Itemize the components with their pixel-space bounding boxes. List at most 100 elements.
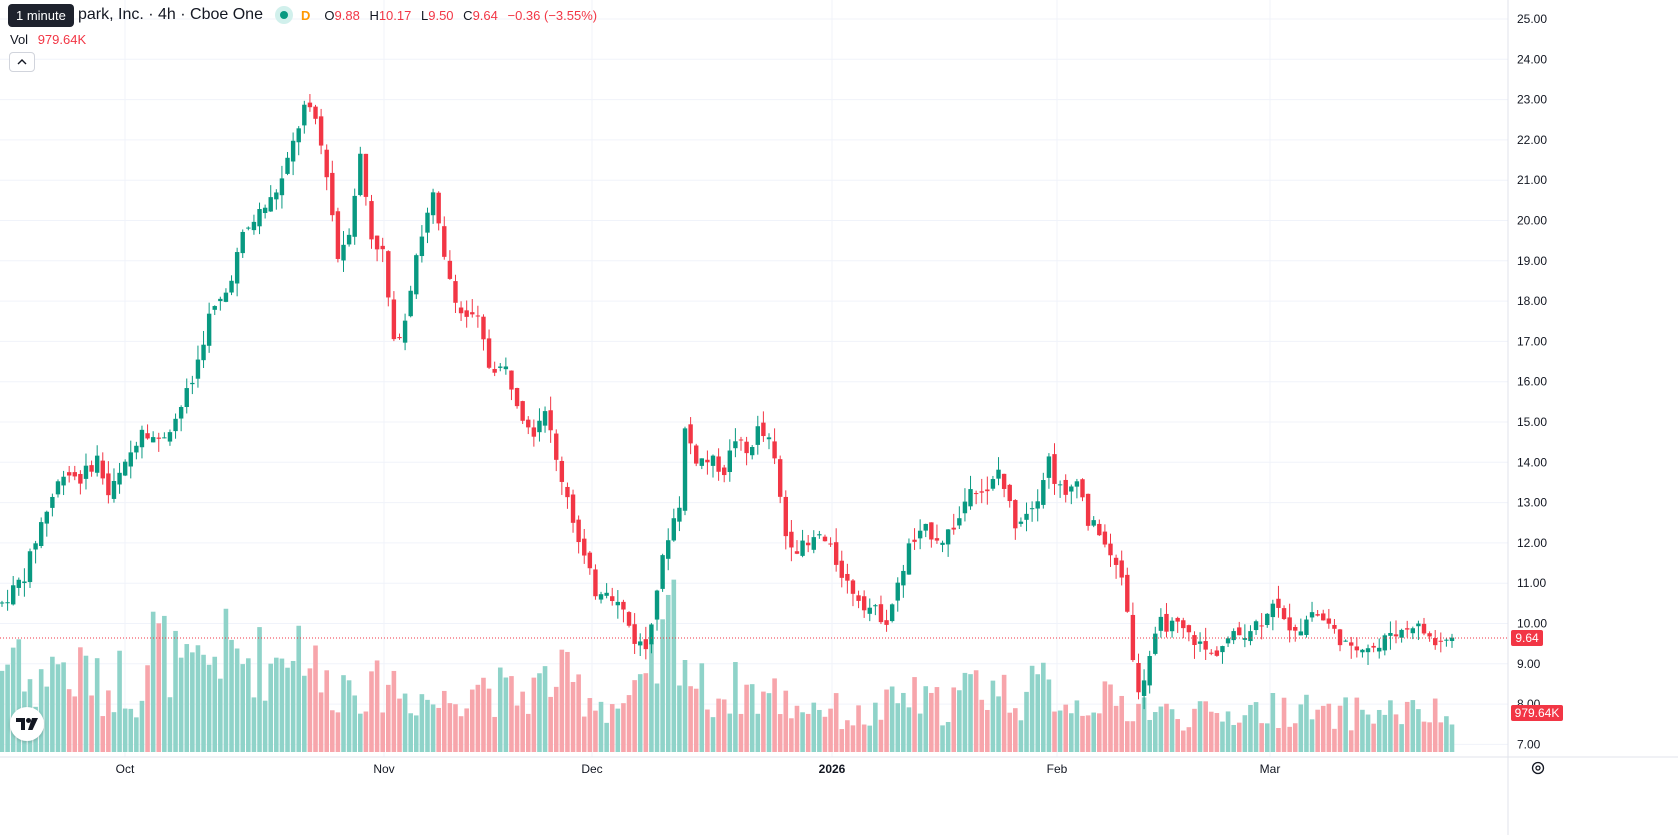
volume-bar [1203, 701, 1208, 752]
candle-body [10, 585, 16, 605]
volume-bar [1404, 701, 1410, 752]
volume-bar [856, 705, 861, 752]
candle-body [346, 234, 352, 245]
candle-body [1164, 613, 1169, 632]
candle-body [1063, 479, 1068, 495]
volume-bar [727, 713, 733, 752]
candle-body [1153, 633, 1158, 654]
data-badge[interactable]: D [300, 7, 311, 23]
candle-body [262, 207, 268, 214]
volume-bar [688, 686, 693, 752]
candle-body [822, 536, 828, 542]
candle-body [1382, 635, 1388, 651]
y-tick-label: 23.00 [1517, 93, 1547, 107]
volume-bar [1029, 665, 1035, 752]
volume-bar [940, 725, 945, 752]
volume-bar [285, 667, 290, 752]
volume-bar [1147, 719, 1152, 752]
candle-body [1007, 484, 1012, 502]
y-tick-label: 16.00 [1517, 375, 1547, 389]
change-value: −0.36 (−3.55%) [507, 7, 598, 23]
volume-bar [156, 623, 162, 752]
volume-bar [1393, 714, 1399, 752]
volume-bar [436, 707, 441, 752]
candle-body [1018, 521, 1024, 524]
x-tick-label: Dec [581, 762, 602, 776]
candle-body [386, 251, 391, 298]
candle-body [901, 570, 906, 586]
symbol-title[interactable]: park, Inc. · 4h · Cboe One [78, 6, 263, 23]
candle-body [106, 473, 111, 496]
volume-bar [822, 716, 828, 752]
y-tick-label: 9.00 [1517, 657, 1541, 671]
candle-body [761, 422, 766, 437]
candle-body [1281, 608, 1287, 620]
volume-bar [1035, 674, 1041, 752]
x-tick-label: Nov [373, 762, 394, 776]
volume-bar [100, 716, 106, 752]
volume-bar [318, 692, 324, 752]
volume-bar [38, 669, 44, 752]
candle-body [1270, 603, 1276, 618]
volume-bar [716, 698, 721, 752]
volume-bar [884, 689, 889, 752]
candle-body [615, 601, 621, 606]
volume-bar [1013, 708, 1018, 752]
candle-body [1119, 560, 1124, 578]
y-tick-label: 19.00 [1517, 254, 1547, 268]
volume-bar [352, 695, 358, 752]
volume-bar [1444, 716, 1449, 752]
volume-bar [1259, 723, 1264, 752]
candle-body [565, 486, 570, 498]
market-status-icon[interactable] [274, 6, 293, 24]
volume-bar [1180, 730, 1186, 752]
candle-body [878, 604, 884, 623]
volume-bar [346, 680, 352, 752]
open-label: O [324, 7, 335, 23]
candle-body [945, 529, 951, 545]
volume-bar [234, 648, 240, 752]
volume-bar [83, 655, 89, 752]
volume-bar [1399, 724, 1404, 752]
candle-body [458, 307, 464, 314]
volume-bar [598, 701, 604, 752]
volume-bar [772, 678, 777, 752]
candle-body [335, 211, 341, 259]
candle-body [470, 312, 475, 315]
volume-bar [649, 643, 654, 752]
volume-bar [307, 668, 313, 752]
volume-bar [783, 690, 789, 752]
low-value: 9.50 [428, 7, 454, 23]
volume-bar [867, 725, 873, 752]
volume-bar [1046, 679, 1052, 752]
candle-body [710, 455, 716, 466]
volume-bar [671, 579, 677, 752]
candle-body [1209, 652, 1214, 654]
volume-bar [721, 699, 727, 752]
tradingview-logo-icon[interactable] [10, 707, 44, 741]
volume-bar [1421, 721, 1427, 752]
close-value: 9.64 [472, 7, 498, 23]
volume-bar [1214, 713, 1220, 752]
candle-body [839, 560, 844, 578]
volume-bar [1365, 714, 1371, 752]
volume-bar [665, 594, 671, 752]
candle-body [1013, 500, 1018, 529]
candle-body [593, 569, 598, 597]
volume-bar [486, 688, 492, 752]
volume-bar [313, 645, 318, 752]
x-tick-label: 2026 [819, 762, 846, 776]
gear-icon[interactable] [1530, 760, 1546, 776]
candle-body [1393, 634, 1399, 637]
collapse-legend-button[interactable] [9, 52, 35, 72]
candle-body [1427, 633, 1432, 637]
volume-bar [800, 712, 805, 752]
volume-bar [833, 693, 839, 752]
candle-body [582, 538, 587, 556]
candle-body [1197, 641, 1203, 644]
volume-bar [402, 693, 408, 752]
candle-body [486, 338, 492, 368]
candle-body [184, 388, 189, 407]
candle-body [1298, 631, 1304, 636]
